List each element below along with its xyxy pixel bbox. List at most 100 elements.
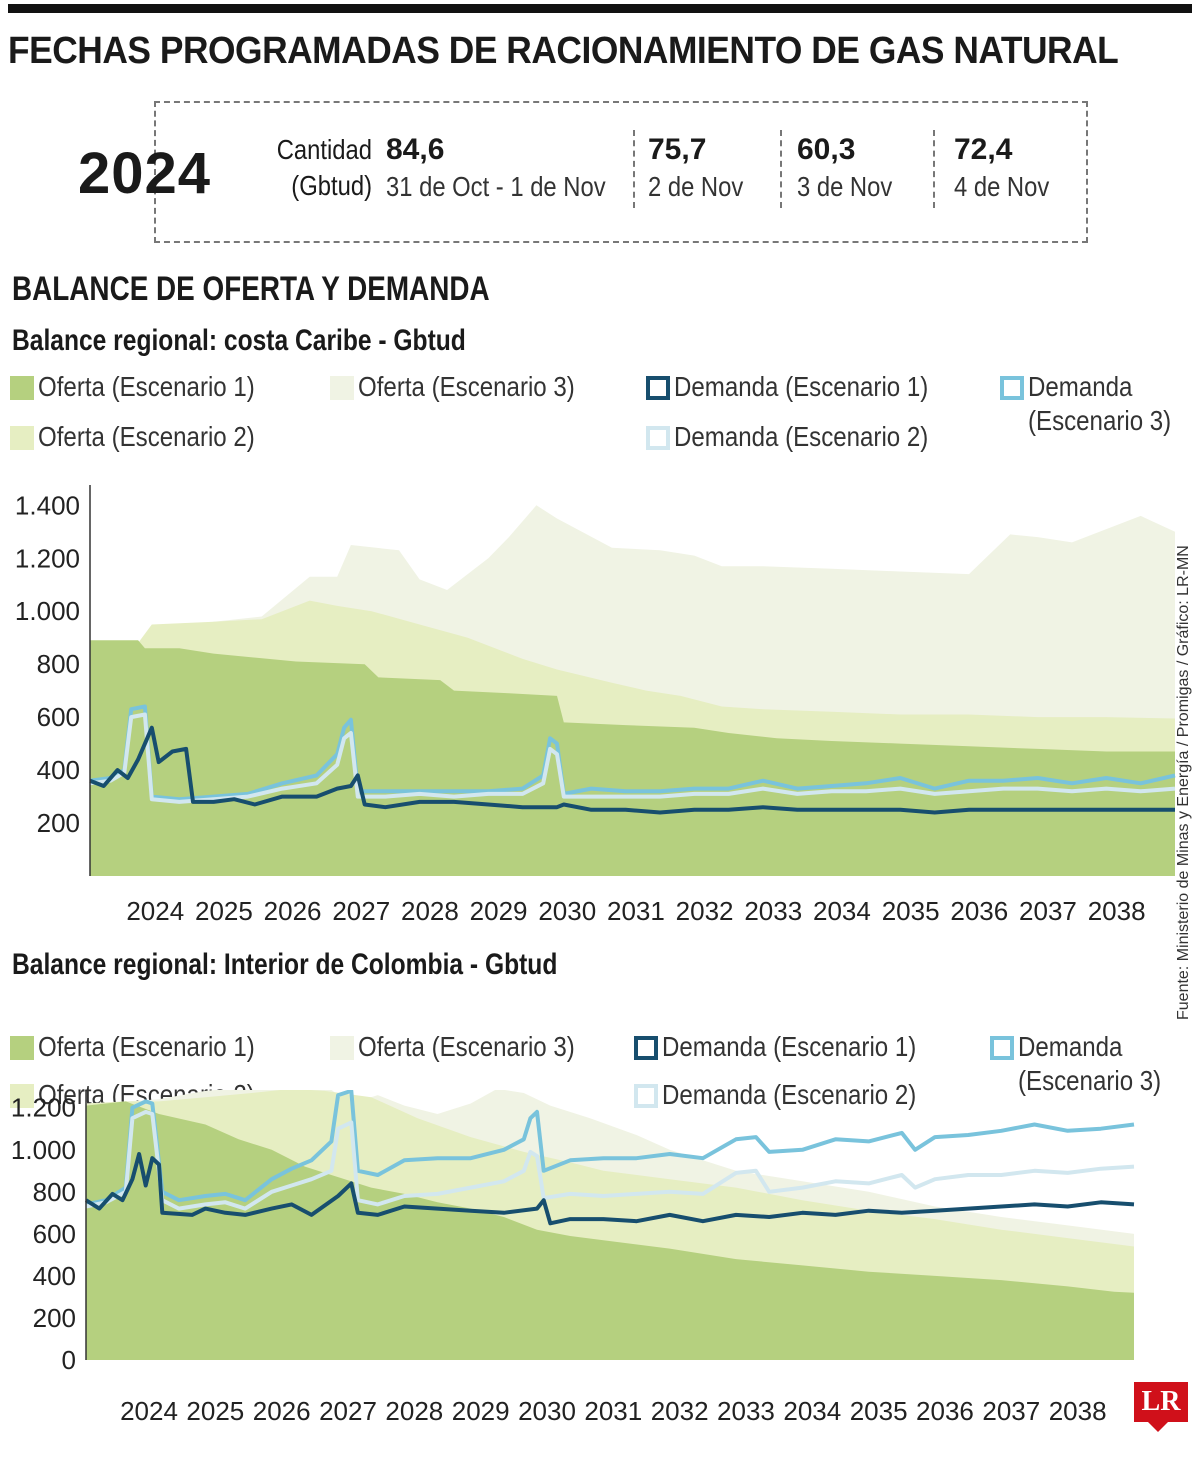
- legend-label: Oferta (Escenario 3): [358, 371, 575, 402]
- legend-label: Oferta (Escenario 1): [38, 371, 255, 402]
- legend-item-demanda-2: Demanda (Escenario 2): [634, 1078, 958, 1112]
- schedule-date: 2 de Nov: [648, 171, 744, 202]
- source-credit: Fuente: Ministerio de Minas y Energía / …: [1175, 545, 1192, 1020]
- x-tick-label: 2035: [850, 1396, 908, 1426]
- x-tick-label: 2034: [783, 1396, 841, 1426]
- legend-item-demanda-1: Demanda (Escenario 1): [646, 370, 970, 404]
- legend-item-oferta-1: Oferta (Escenario 1): [10, 370, 290, 404]
- schedule-separator: [780, 130, 782, 208]
- y-tick-label: 200: [33, 1303, 76, 1333]
- schedule-entry: 72,4 4 de Nov: [954, 132, 1066, 206]
- y-tick-label: 600: [33, 1219, 76, 1249]
- x-tick-label: 2032: [651, 1396, 709, 1426]
- legend-swatch-demanda-2: [634, 1084, 658, 1108]
- schedule-date: 4 de Nov: [954, 171, 1050, 202]
- schedule-quantity: 84,6: [386, 133, 445, 166]
- legend-item-oferta-2: Oferta (Escenario 2): [10, 420, 290, 454]
- x-tick-label: 2027: [319, 1396, 377, 1426]
- y-tick-label: 200: [37, 808, 80, 838]
- legend-swatch-demanda-1: [634, 1036, 658, 1060]
- legend-swatch-oferta-2: [10, 1084, 34, 1108]
- legend-swatch-oferta-1: [10, 1036, 34, 1060]
- legend-caribe: Oferta (Escenario 1) Oferta (Escenario 3…: [0, 370, 1200, 470]
- section-title: BALANCE DE OFERTA Y DEMANDA: [12, 270, 490, 308]
- legend-label: Demanda (Escenario 3): [1018, 1031, 1162, 1096]
- legend-label: Demanda (Escenario 1): [662, 1031, 917, 1062]
- x-tick-label: 2030: [518, 1396, 576, 1426]
- x-tick-label: 2026: [264, 896, 322, 926]
- quantity-label: Cantidad (Gbtud): [245, 132, 372, 204]
- schedule-quantity: 72,4: [954, 133, 1013, 166]
- y-tick-label: 400: [33, 1261, 76, 1291]
- legend-swatch-demanda-3: [1000, 376, 1024, 400]
- y-tick-label: 1.400: [15, 490, 80, 520]
- x-tick-label: 2033: [744, 896, 802, 926]
- y-tick-label: 1.200: [11, 1093, 76, 1123]
- y-tick-label: 1.000: [15, 596, 80, 626]
- x-tick-label: 2032: [676, 896, 734, 926]
- line-demanda-escenario-3: [85, 1090, 1135, 1207]
- x-tick-label: 2024: [126, 896, 184, 926]
- y-tick-label: 600: [37, 702, 80, 732]
- legend-item-oferta-1: Oferta (Escenario 1): [10, 1030, 290, 1064]
- legend-item-oferta-3: Oferta (Escenario 3): [330, 1030, 610, 1064]
- schedule-quantity: 75,7: [648, 133, 707, 166]
- y-tick-label: 400: [37, 755, 80, 785]
- chart-title-caribe: Balance regional: costa Caribe - Gbtud: [12, 324, 466, 357]
- chart-interior: 0 200 400 600 800 1.000 1.200 2024 2025 2026 2027 2…: [11, 1090, 1135, 1426]
- area-oferta-escenario-1: [90, 640, 1175, 876]
- y-tick-label: 800: [33, 1177, 76, 1207]
- legend-label: Oferta (Escenario 3): [358, 1031, 575, 1062]
- legend-swatch-oferta-1: [10, 376, 34, 400]
- schedule-entry: 84,6 31 de Oct - 1 de Nov: [386, 132, 644, 206]
- legend-label: Oferta (Escenario 1): [38, 1031, 255, 1062]
- rationing-schedule-box: [154, 101, 1088, 243]
- x-tick-label: 2031: [607, 896, 665, 926]
- legend-swatch-demanda-1: [646, 376, 670, 400]
- quantity-label-line2: (Gbtud): [291, 170, 372, 201]
- x-tick-label: 2038: [1088, 896, 1146, 926]
- y-tick-label: 1.000: [11, 1135, 76, 1165]
- line-demanda-escenario-2: [89, 712, 1176, 804]
- line-demanda-escenario-2: [85, 1109, 1135, 1211]
- y-tick-label: 800: [37, 649, 80, 679]
- x-tick-label: 2030: [538, 896, 596, 926]
- legend-swatch-oferta-2: [10, 426, 34, 450]
- x-tick-label: 2031: [584, 1396, 642, 1426]
- x-tick-label: 2025: [195, 896, 253, 926]
- legend-swatch-demanda-3: [990, 1036, 1014, 1060]
- x-tick-label: 2028: [385, 1396, 443, 1426]
- x-tick-label: 2029: [452, 1396, 510, 1426]
- x-tick-label: 2036: [950, 896, 1008, 926]
- schedule-date: 31 de Oct - 1 de Nov: [386, 171, 606, 202]
- legend-swatch-oferta-3: [330, 1036, 354, 1060]
- x-tick-label: 2033: [717, 1396, 775, 1426]
- legend-label: Oferta (Escenario 2): [38, 421, 255, 452]
- area-oferta-escenario-1: [86, 1101, 1134, 1360]
- quantity-label-line1: Cantidad: [276, 134, 372, 165]
- schedule-date: 3 de Nov: [797, 171, 893, 202]
- schedule-separator: [933, 130, 935, 208]
- x-tick-label: 2025: [186, 1396, 244, 1426]
- schedule-quantity: 60,3: [797, 133, 856, 166]
- y-tick-label: 1.200: [15, 543, 80, 573]
- chart-caribe: 200 400 600 800 1.000 1.200 1.400 2024 2025 2026 2…: [15, 485, 1176, 926]
- legend-swatch-oferta-3: [330, 376, 354, 400]
- legend-label: Demanda (Escenario 3): [1028, 371, 1172, 436]
- legend-item-demanda-3: Demanda (Escenario 3): [1000, 370, 1198, 438]
- chart-title-interior: Balance regional: Interior de Colombia -…: [12, 948, 558, 981]
- x-tick-label: 2038: [1049, 1396, 1107, 1426]
- x-tick-label: 2037: [982, 1396, 1040, 1426]
- x-tick-label: 2027: [332, 896, 390, 926]
- legend-label: Demanda (Escenario 1): [674, 371, 929, 402]
- legend-item-demanda-3: Demanda (Escenario 3): [990, 1030, 1188, 1098]
- legend-item-oferta-3: Oferta (Escenario 3): [330, 370, 610, 404]
- y-tick-label: 0: [62, 1345, 76, 1375]
- schedule-entry: 75,7 2 de Nov: [648, 132, 760, 206]
- lr-logo: LR: [1134, 1382, 1188, 1432]
- schedule-entry: 60,3 3 de Nov: [797, 132, 909, 206]
- x-tick-label: 2037: [1019, 896, 1077, 926]
- legend-swatch-demanda-2: [646, 426, 670, 450]
- legend-label: Demanda (Escenario 2): [674, 421, 929, 452]
- line-demanda-escenario-1: [84, 1152, 1135, 1226]
